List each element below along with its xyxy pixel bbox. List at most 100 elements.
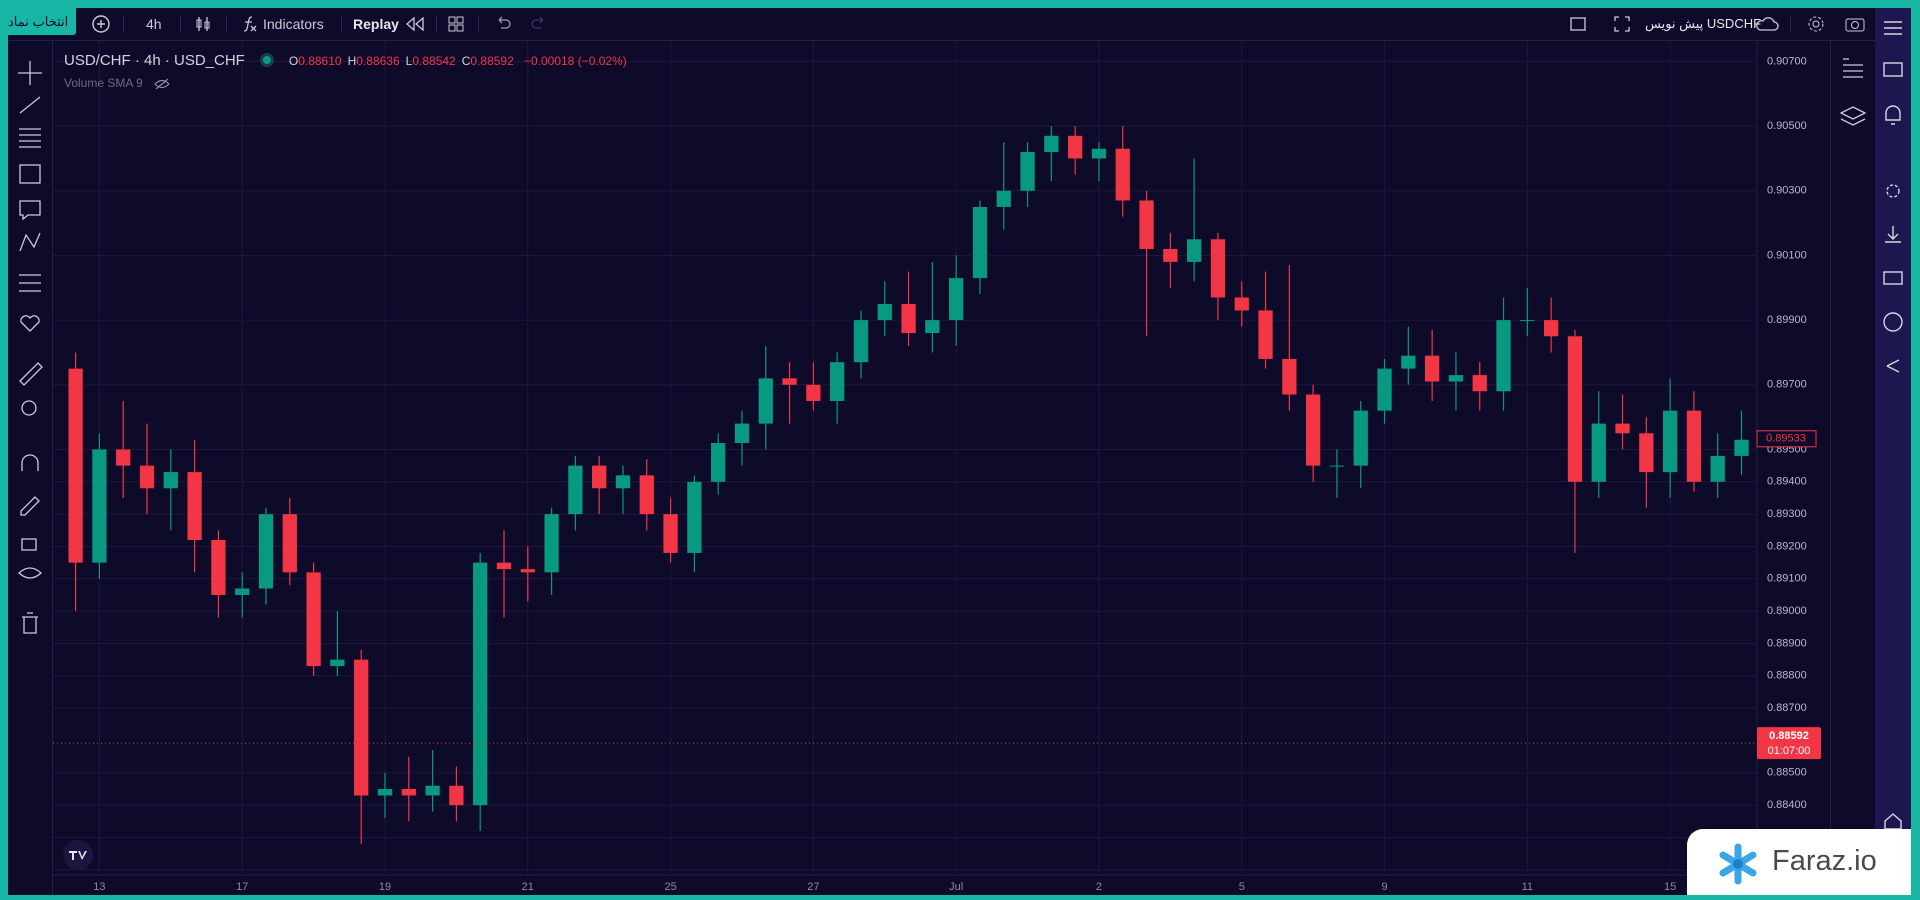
expand-icon[interactable] xyxy=(1612,14,1632,34)
candle-body xyxy=(473,562,488,806)
lock-tool[interactable] xyxy=(21,538,37,551)
pattern-tool[interactable] xyxy=(19,232,41,252)
watermark-logo xyxy=(1719,843,1757,885)
candle-body xyxy=(996,190,1011,207)
candle-body xyxy=(377,788,393,796)
y-tick-label: 0.89100 xyxy=(1767,573,1807,585)
candle-body xyxy=(830,362,845,401)
legend-value: 0.88592 xyxy=(470,54,514,68)
app: 0.90700 0.90500 0.90300 0.90100 0.89900 0.897… xyxy=(8,8,1911,895)
fx-icon[interactable] xyxy=(240,14,260,34)
menu-icon[interactable] xyxy=(1884,21,1902,35)
candle-body xyxy=(1734,439,1749,456)
crosshair-tool[interactable] xyxy=(18,61,42,85)
redo-icon[interactable] xyxy=(529,14,549,34)
layers-icon[interactable] xyxy=(1839,106,1867,126)
cloud-icon[interactable] xyxy=(1754,14,1780,34)
lock-draw-tool[interactable] xyxy=(20,496,40,516)
candle-body xyxy=(1210,239,1226,298)
watchlist-icon[interactable] xyxy=(1843,58,1863,78)
download-icon[interactable] xyxy=(1885,226,1901,243)
legend-value: 0.88610 xyxy=(298,54,342,68)
candle-body xyxy=(282,514,297,573)
replay-button[interactable]: Replay xyxy=(353,16,399,32)
user-icon[interactable] xyxy=(1883,312,1903,332)
chart-type-icon[interactable] xyxy=(193,14,213,34)
candle-body xyxy=(639,475,654,515)
add-icon[interactable] xyxy=(91,14,111,34)
candle-body xyxy=(449,785,464,806)
interval[interactable]: 4h xyxy=(146,16,162,32)
fullscreen-box-icon[interactable] xyxy=(1568,14,1588,34)
candle-body xyxy=(1567,336,1583,482)
undo-icon[interactable] xyxy=(493,14,513,34)
share-icon[interactable] xyxy=(1886,359,1900,373)
legend-key: O xyxy=(288,54,299,68)
x-tick-label: 17 xyxy=(236,881,248,893)
x-tick-label: 11 xyxy=(1522,881,1533,893)
candle-body xyxy=(235,588,250,595)
indicators-button[interactable]: Indicators xyxy=(263,16,324,32)
home-icon[interactable] xyxy=(1884,813,1902,830)
legend-value: 0.88542 xyxy=(412,54,456,68)
monitor-icon[interactable] xyxy=(1883,62,1903,77)
favorites-tool[interactable] xyxy=(20,315,40,332)
y-tick-label: 0.90700 xyxy=(1767,55,1807,67)
candle-body xyxy=(1591,423,1606,482)
candle-body xyxy=(401,788,416,796)
ruler-tool[interactable] xyxy=(19,362,43,386)
shape-tool[interactable] xyxy=(19,164,41,184)
candle-body xyxy=(1234,297,1249,311)
camera-icon[interactable] xyxy=(1844,14,1866,34)
zoom-tool[interactable] xyxy=(21,400,37,416)
candle-body xyxy=(306,572,321,667)
y-tick-label: 0.90300 xyxy=(1767,185,1807,197)
candle-body xyxy=(615,475,631,489)
candle-body xyxy=(1662,410,1678,473)
candle-body xyxy=(1282,358,1297,395)
layout-icon[interactable] xyxy=(446,14,466,34)
candle-body xyxy=(163,472,178,489)
y-tick-label: 0.89000 xyxy=(1767,605,1807,617)
candle-body xyxy=(1472,375,1487,392)
symbol-button[interactable]: انتخاب نماد xyxy=(8,8,77,35)
x-tick-label: 19 xyxy=(379,881,391,893)
alert-icon[interactable] xyxy=(1885,105,1901,125)
candle-body xyxy=(1520,320,1535,322)
watermark: Faraz.io xyxy=(1687,829,1911,895)
prediction-tool[interactable] xyxy=(19,274,41,292)
delete-tool[interactable] xyxy=(22,612,38,634)
candle-body xyxy=(258,514,274,589)
indicator-label: Volume SMA 9 xyxy=(64,76,170,90)
candle-body xyxy=(520,569,535,573)
candle-body xyxy=(1353,410,1368,466)
candle-body xyxy=(877,303,892,321)
card-icon[interactable] xyxy=(1883,271,1903,285)
candle-body xyxy=(949,278,964,321)
replay-icon[interactable] xyxy=(404,14,426,34)
text-tool[interactable] xyxy=(19,200,41,221)
x-tick-label: 13 xyxy=(93,881,105,893)
settings-side-icon[interactable] xyxy=(1886,184,1900,198)
legend-change: −0.00018 (−0.02%) xyxy=(523,54,627,68)
trendline-tool[interactable] xyxy=(19,96,41,114)
candle-body xyxy=(925,320,940,334)
panel-icons xyxy=(1839,58,1867,126)
visibility-tool[interactable] xyxy=(18,567,42,579)
candle-body xyxy=(758,378,773,424)
tv-logo[interactable] xyxy=(62,839,94,871)
candle-body xyxy=(1044,135,1059,152)
candle-body xyxy=(1068,135,1083,159)
hide-icon[interactable] xyxy=(154,78,170,90)
y-tick-label: 0.89400 xyxy=(1767,476,1807,488)
legend-key: L xyxy=(405,54,413,68)
settings-icon[interactable] xyxy=(1806,14,1826,34)
fib-tool[interactable] xyxy=(19,128,41,148)
candle-body xyxy=(972,206,988,279)
magnet-tool[interactable] xyxy=(21,454,39,471)
y-tick-label: 0.88500 xyxy=(1767,767,1807,779)
chart: 0.90700 0.90500 0.90300 0.90100 0.89900 0.897… xyxy=(53,41,1821,893)
candle-body xyxy=(1306,394,1321,466)
candle-body xyxy=(1710,455,1725,482)
candle-body xyxy=(568,465,583,515)
